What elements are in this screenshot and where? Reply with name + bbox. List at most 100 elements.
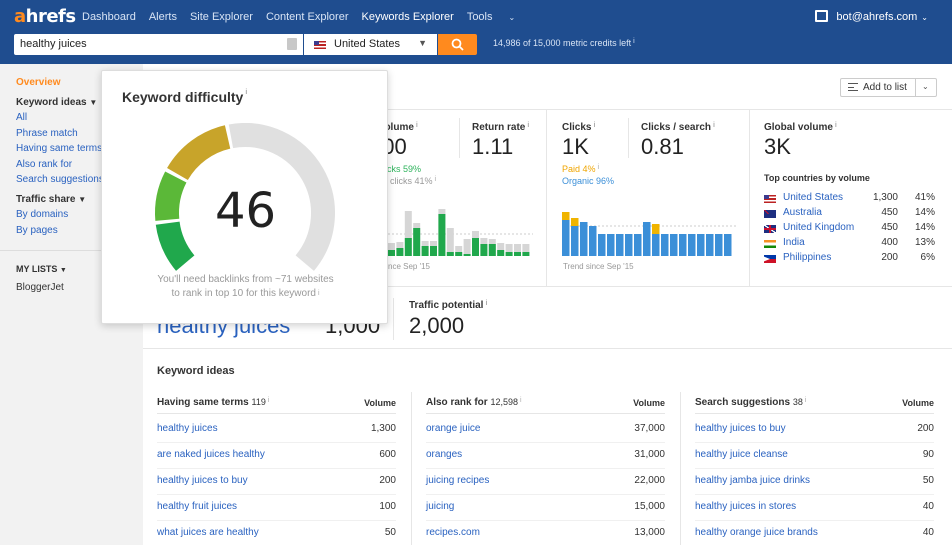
keyword-link[interactable]: what juices are healthy <box>157 527 259 538</box>
top-navbar: ahrefs Dashboard Alerts Site Explorer Co… <box>0 0 952 64</box>
country-volume: 450 <box>881 222 898 233</box>
sidebar-item-by-pages[interactable]: By pages <box>16 225 58 236</box>
caret-down-icon: ▼ <box>89 98 98 107</box>
info-icon[interactable]: i <box>834 122 837 129</box>
keyword-volume: 37,000 <box>634 423 665 434</box>
sidebar-traffic-share-label: Traffic share <box>16 194 76 205</box>
keyword-difficulty-popup: Keyword difficulty i 46 You'll need backl… <box>101 70 388 324</box>
column-count: 119 <box>251 397 266 407</box>
account-menu[interactable]: bot@ahrefs.com ⌄ <box>836 11 928 23</box>
keyword-link[interactable]: healthy orange juice brands <box>695 527 818 538</box>
organic-bar <box>607 234 615 256</box>
keyword-link[interactable]: healthy jamba juice drinks <box>695 475 811 486</box>
sidebar-item-also-rank-for[interactable]: Also rank for <box>16 159 73 170</box>
info-icon[interactable]: i <box>245 89 248 96</box>
nav-keywords-explorer[interactable]: Keywords Explorer <box>361 11 454 23</box>
country-link[interactable]: United Kingdom <box>783 222 855 233</box>
info-icon[interactable]: i <box>593 122 596 129</box>
nav-content-explorer[interactable]: Content Explorer <box>265 11 349 23</box>
organic-bar <box>688 234 696 256</box>
volume-bar-clicks <box>463 254 471 256</box>
info-icon[interactable]: i <box>527 122 530 129</box>
clicks-label-text: Clicks <box>562 122 592 133</box>
country-link[interactable]: Philippines <box>783 252 832 263</box>
info-icon[interactable]: i <box>713 122 715 129</box>
country-volume: 400 <box>881 237 898 248</box>
column-title: Having same terms <box>157 397 249 408</box>
sidebar-item-all[interactable]: All <box>16 112 28 123</box>
sidebar-my-lists[interactable]: MY LISTS ▼ <box>16 264 67 274</box>
nav-alerts[interactable]: Alerts <box>148 11 177 23</box>
nav-site-explorer[interactable]: Site Explorer <box>189 11 253 23</box>
column-count: 38 <box>792 397 803 407</box>
add-to-list-button[interactable]: Add to list ⌄ <box>840 78 937 97</box>
volume-bar-clicks <box>472 238 479 256</box>
divider <box>426 468 665 469</box>
sidebar-item-phrase-match[interactable]: Phrase match <box>16 128 78 139</box>
keyword-link[interactable]: juicing <box>426 501 455 512</box>
gauge-segment-yellow <box>167 125 231 181</box>
keyword-link[interactable]: healthy juice cleanse <box>695 449 788 460</box>
organic-bar <box>571 226 579 256</box>
keyword-volume: 200 <box>917 423 934 434</box>
sidebar-list-bloggerjet[interactable]: BloggerJet <box>16 282 64 293</box>
organic-clicks: Organic 96% <box>562 176 615 186</box>
clicks-per-search-label-text: Clicks / search <box>641 122 712 133</box>
info-icon[interactable]: i <box>415 122 418 129</box>
organic-bar <box>562 220 570 256</box>
keyword-link[interactable]: are naked juices healthy <box>157 449 265 460</box>
clicks-per-search-value: 0.81 <box>641 134 684 159</box>
country-link[interactable]: Australia <box>783 207 822 218</box>
organic-bar <box>598 234 606 256</box>
info-icon[interactable]: i <box>434 176 437 183</box>
global-volume-label: Global volume i <box>764 122 837 133</box>
country-select[interactable]: United States ▼ <box>304 34 437 55</box>
country-link[interactable]: United States <box>783 192 844 203</box>
chevron-down-icon[interactable]: ⌄ <box>922 82 929 91</box>
info-icon[interactable]: i <box>804 397 807 404</box>
paid-bar <box>652 224 660 234</box>
country-link[interactable]: India <box>783 237 805 248</box>
sidebar-overview[interactable]: Overview <box>16 77 61 88</box>
clipboard-icon[interactable] <box>287 38 297 50</box>
volume-bar-total <box>446 228 454 256</box>
info-icon[interactable]: i <box>267 397 270 404</box>
keyword-volume: 600 <box>379 449 396 460</box>
keyword-link[interactable]: juicing recipes <box>426 475 490 486</box>
keyword-link[interactable]: healthy juices in stores <box>695 501 797 512</box>
divider <box>695 494 934 495</box>
info-icon[interactable]: i <box>633 38 635 45</box>
return-rate-label: Return rate i <box>472 122 529 133</box>
column-header: Also rank for 12,598 i <box>426 397 522 408</box>
keyword-link[interactable]: healthy juices <box>157 423 218 434</box>
ahrefs-logo[interactable]: ahrefs <box>14 6 76 27</box>
keyword-link[interactable]: healthy juices to buy <box>695 423 786 434</box>
nav-dashboard[interactable]: Dashboard <box>82 11 136 23</box>
keyword-volume: 40 <box>922 527 934 538</box>
keyword-link[interactable]: healthy juices to buy <box>157 475 248 486</box>
info-icon[interactable]: i <box>485 300 488 307</box>
keyword-search-input[interactable]: healthy juices <box>14 34 303 55</box>
divider <box>143 109 952 110</box>
sidebar-item-having-same-terms[interactable]: Having same terms <box>16 143 103 154</box>
info-icon[interactable]: i <box>597 164 600 171</box>
global-volume-label-text: Global volume <box>764 122 833 133</box>
keyword-ideas-title: Keyword ideas <box>157 365 235 377</box>
keyword-link[interactable]: oranges <box>426 449 463 460</box>
info-icon[interactable]: i <box>520 397 522 404</box>
messages-icon[interactable] <box>815 10 828 22</box>
keyword-link[interactable]: orange juice <box>426 423 481 434</box>
nav-tools[interactable]: Tools ⌄ <box>467 11 528 23</box>
sidebar-traffic-share[interactable]: Traffic share ▼ <box>16 194 86 205</box>
sidebar-item-by-domains[interactable]: By domains <box>16 209 69 220</box>
country-select-value: United States <box>334 38 401 50</box>
search-button[interactable] <box>438 34 477 55</box>
column-header: Search suggestions 38 i <box>695 397 806 408</box>
keyword-link[interactable]: recipes.com <box>426 527 480 538</box>
sidebar-keyword-ideas[interactable]: Keyword ideas ▼ <box>16 97 97 108</box>
sidebar-item-search-suggestions[interactable]: Search suggestions <box>16 174 104 185</box>
keyword-link[interactable]: healthy fruit juices <box>157 501 238 512</box>
credits-info: 14,986 of 15,000 metric credits left i <box>493 38 635 48</box>
volume-bar-total <box>388 243 395 256</box>
info-icon[interactable]: i <box>317 290 320 297</box>
